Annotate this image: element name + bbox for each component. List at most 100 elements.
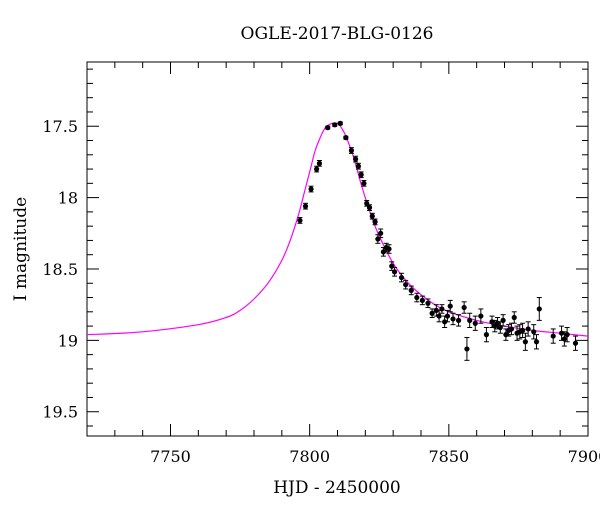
data-point bbox=[519, 322, 526, 339]
axis-ticks bbox=[86, 62, 589, 436]
data-point bbox=[478, 308, 484, 324]
y-tick-label: 17.5 bbox=[42, 117, 78, 136]
data-marker bbox=[467, 317, 473, 323]
data-marker bbox=[472, 320, 478, 326]
data-point bbox=[525, 321, 531, 337]
data-marker bbox=[483, 332, 490, 338]
data-marker bbox=[561, 336, 567, 342]
data-point bbox=[511, 311, 517, 324]
data-marker bbox=[439, 306, 445, 312]
data-point bbox=[533, 334, 540, 350]
data-point bbox=[325, 125, 331, 131]
data-point bbox=[561, 331, 567, 347]
data-point bbox=[489, 315, 495, 329]
data-marker bbox=[564, 332, 570, 338]
data-marker bbox=[408, 287, 414, 293]
data-point bbox=[464, 337, 470, 361]
data-marker bbox=[403, 282, 409, 288]
data-point bbox=[455, 314, 462, 327]
data-point bbox=[391, 267, 398, 277]
data-marker bbox=[297, 217, 303, 224]
model-curve-layer bbox=[87, 122, 588, 337]
data-marker bbox=[436, 313, 442, 319]
data-marker bbox=[316, 160, 323, 166]
data-point bbox=[364, 199, 370, 207]
data-marker bbox=[500, 317, 506, 323]
data-marker bbox=[425, 300, 431, 306]
data-point bbox=[352, 155, 359, 163]
data-point bbox=[348, 147, 355, 154]
data-point bbox=[500, 314, 506, 327]
data-point bbox=[444, 309, 451, 323]
data-marker bbox=[343, 135, 349, 141]
data-marker bbox=[372, 219, 378, 225]
data-marker bbox=[461, 304, 467, 311]
data-marker bbox=[348, 147, 355, 154]
data-marker bbox=[369, 213, 375, 219]
data-point bbox=[386, 244, 392, 254]
y-tick-label: 18.5 bbox=[42, 260, 78, 279]
data-point bbox=[472, 315, 478, 331]
model-curve bbox=[87, 122, 588, 337]
data-marker bbox=[450, 316, 456, 322]
data-marker bbox=[419, 297, 425, 303]
data-marker bbox=[572, 340, 579, 346]
data-point bbox=[343, 135, 349, 141]
data-point bbox=[419, 295, 425, 306]
data-point bbox=[302, 202, 309, 210]
data-marker bbox=[464, 346, 470, 352]
data-point bbox=[439, 304, 445, 314]
data-point bbox=[372, 218, 378, 226]
data-marker bbox=[447, 303, 453, 309]
data-point bbox=[332, 122, 338, 128]
data-marker bbox=[314, 166, 320, 172]
tick-labels: 7750 7800 7850 7900 17.5 18 18.5 19 19.5 bbox=[42, 117, 600, 466]
chart-title: OGLE-2017-BLG-0126 bbox=[241, 24, 434, 44]
data-point bbox=[366, 204, 373, 211]
data-point bbox=[361, 179, 367, 187]
y-tick-label: 19 bbox=[58, 331, 78, 350]
y-axis-label: I magnitude bbox=[11, 197, 31, 301]
data-point bbox=[447, 299, 453, 313]
data-point bbox=[450, 312, 456, 326]
data-marker bbox=[478, 313, 484, 319]
data-point bbox=[483, 327, 490, 343]
y-tick-label: 18 bbox=[58, 189, 78, 208]
x-tick-label: 7800 bbox=[289, 447, 330, 466]
data-point bbox=[408, 285, 414, 296]
data-point bbox=[436, 309, 442, 323]
data-point bbox=[531, 324, 537, 340]
data-marker bbox=[361, 180, 367, 186]
data-marker bbox=[519, 327, 526, 333]
data-point bbox=[308, 185, 314, 193]
data-point bbox=[316, 159, 323, 167]
data-marker bbox=[358, 172, 364, 178]
data-marker bbox=[429, 310, 435, 316]
data-point bbox=[380, 247, 387, 257]
data-point bbox=[425, 298, 431, 309]
data-marker bbox=[508, 326, 515, 332]
data-point bbox=[337, 120, 343, 126]
data-marker bbox=[455, 317, 462, 323]
data-marker bbox=[325, 125, 331, 131]
data-point bbox=[403, 279, 409, 290]
data-points-layer bbox=[297, 120, 579, 361]
data-marker bbox=[433, 307, 439, 313]
data-marker bbox=[378, 230, 384, 236]
data-point bbox=[358, 171, 364, 179]
data-point bbox=[522, 332, 528, 351]
data-point bbox=[355, 162, 361, 170]
data-marker bbox=[525, 326, 531, 332]
data-point bbox=[378, 228, 384, 239]
data-point bbox=[442, 315, 448, 329]
data-marker bbox=[398, 274, 405, 281]
data-point bbox=[314, 165, 320, 173]
data-marker bbox=[550, 333, 556, 339]
data-marker bbox=[533, 339, 540, 345]
plot-frame bbox=[86, 61, 589, 437]
y-tick-label: 19.5 bbox=[42, 403, 78, 422]
data-marker bbox=[366, 205, 373, 211]
data-point bbox=[414, 292, 420, 303]
data-marker bbox=[302, 203, 309, 209]
x-tick-label: 7850 bbox=[428, 447, 469, 466]
